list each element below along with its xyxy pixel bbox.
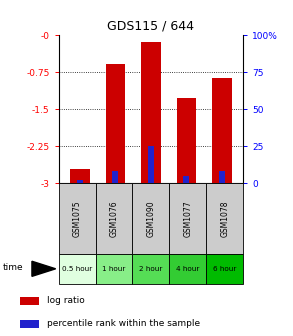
Polygon shape [32, 261, 56, 276]
Text: 2 hour: 2 hour [139, 266, 163, 272]
Bar [106, 64, 125, 183]
Text: 1 hour: 1 hour [102, 266, 126, 272]
Bar [206, 254, 243, 284]
Bar [20, 320, 39, 328]
Bar [96, 183, 132, 254]
Bar [96, 254, 132, 284]
Text: GSM1078: GSM1078 [220, 200, 229, 237]
Text: 0.5 hour: 0.5 hour [62, 266, 92, 272]
Bar [177, 98, 196, 183]
Bar [113, 171, 118, 183]
Bar [59, 183, 96, 254]
Bar [141, 42, 161, 183]
Text: GSM1076: GSM1076 [110, 200, 118, 237]
Text: 6 hour: 6 hour [213, 266, 236, 272]
Bar [20, 297, 39, 305]
Bar [212, 78, 232, 183]
Bar [219, 171, 225, 183]
Text: log ratio: log ratio [47, 296, 85, 305]
Bar [132, 183, 169, 254]
Title: GDS115 / 644: GDS115 / 644 [108, 20, 194, 33]
Text: time: time [3, 263, 23, 271]
Bar [148, 146, 154, 183]
Bar [206, 183, 243, 254]
Bar [59, 254, 96, 284]
Bar [70, 169, 90, 183]
Text: percentile rank within the sample: percentile rank within the sample [47, 319, 200, 328]
Text: GSM1077: GSM1077 [183, 200, 192, 237]
Bar [169, 183, 206, 254]
Text: GSM1090: GSM1090 [146, 200, 155, 237]
Text: 4 hour: 4 hour [176, 266, 200, 272]
Bar [183, 176, 189, 183]
Bar [77, 180, 83, 183]
Text: GSM1075: GSM1075 [73, 200, 81, 237]
Bar [169, 254, 206, 284]
Bar [132, 254, 169, 284]
